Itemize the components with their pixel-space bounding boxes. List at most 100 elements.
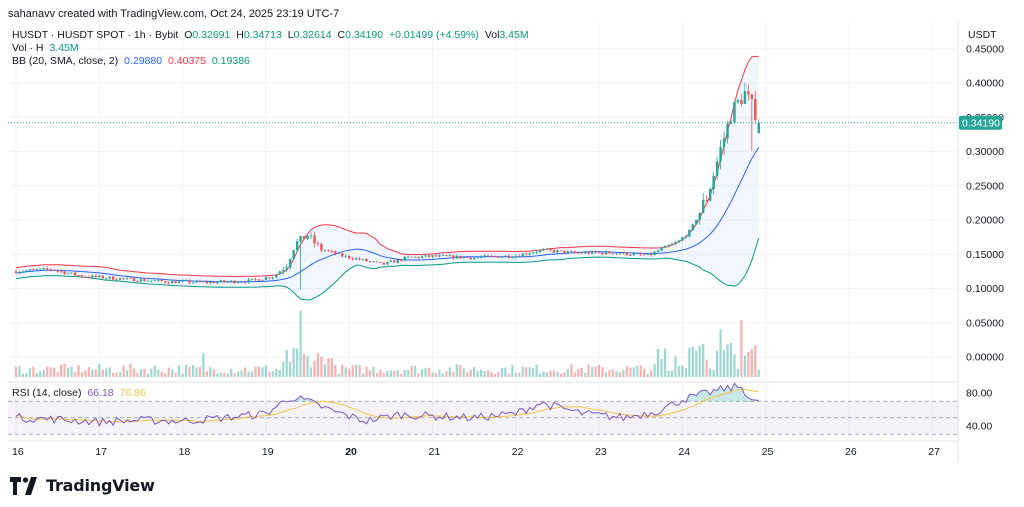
candle-body bbox=[466, 257, 469, 258]
candle-body bbox=[153, 280, 157, 282]
candle-body bbox=[660, 247, 663, 251]
candle-body bbox=[702, 199, 705, 213]
candle-body bbox=[70, 272, 73, 274]
price-tick-label: 0.20000 bbox=[966, 215, 1004, 227]
candle-body bbox=[441, 255, 445, 257]
ohlc-legend[interactable]: HUSDT · HUSDT SPOT · 1h · Bybit O0.32691… bbox=[12, 29, 529, 41]
time-tick-label: 23 bbox=[595, 446, 607, 458]
volume-bar bbox=[289, 361, 292, 377]
candle-body bbox=[570, 251, 573, 253]
candle-body bbox=[382, 262, 386, 265]
volume-bar bbox=[702, 343, 705, 377]
candle-body bbox=[157, 279, 160, 281]
volume-bar bbox=[299, 310, 302, 377]
volume-bar bbox=[518, 372, 521, 377]
rsi-legend[interactable]: RSI (14, close) 66.18 76.86 bbox=[12, 387, 146, 399]
volume-bar bbox=[709, 368, 712, 377]
volume-bar bbox=[608, 370, 611, 377]
currency-label[interactable]: USDT bbox=[968, 29, 997, 41]
volume-bar bbox=[396, 370, 399, 377]
change-value: +0.01499 (+4.59%) bbox=[388, 29, 479, 41]
candle-body bbox=[566, 251, 570, 254]
volume-bar bbox=[132, 368, 136, 377]
candle-body bbox=[413, 256, 417, 258]
rsi-overbought-fill bbox=[737, 387, 742, 402]
candle-body bbox=[122, 278, 125, 279]
candle-body bbox=[743, 91, 747, 104]
volume-bar bbox=[681, 365, 684, 377]
volume-bar bbox=[174, 372, 177, 377]
candle-body bbox=[754, 98, 757, 121]
bollinger-bands bbox=[15, 55, 760, 301]
symbol-label[interactable]: HUSDT · HUSDT SPOT · 1h · Bybit bbox=[12, 29, 179, 41]
volume-bar bbox=[87, 367, 90, 377]
volume-bar bbox=[63, 364, 66, 377]
candle-body bbox=[483, 255, 486, 257]
volume-bar bbox=[285, 350, 288, 377]
candle-body bbox=[757, 122, 760, 134]
volume-bar bbox=[684, 367, 687, 377]
rsi-pane bbox=[8, 382, 958, 435]
volume-bar bbox=[427, 367, 431, 377]
rsi-tick-label: 40.00 bbox=[966, 421, 992, 433]
volume-bar bbox=[21, 373, 25, 377]
volume-bar bbox=[84, 370, 87, 377]
volume-bar bbox=[462, 368, 465, 377]
volume-bar bbox=[268, 372, 271, 377]
volume-bar bbox=[573, 372, 576, 377]
volume-bar bbox=[382, 373, 386, 377]
volume-bar bbox=[316, 353, 320, 377]
volume-bar bbox=[532, 368, 535, 377]
candle-body bbox=[580, 252, 583, 254]
volume-bar bbox=[580, 367, 583, 377]
volume-bar bbox=[400, 373, 403, 377]
volume-bar bbox=[77, 365, 80, 377]
candle-body bbox=[125, 277, 129, 279]
candle-body bbox=[608, 251, 611, 254]
candle-body bbox=[643, 254, 646, 256]
volume-bar bbox=[570, 364, 573, 377]
volume-bar bbox=[358, 364, 361, 377]
tradingview-logo[interactable]: TradingView bbox=[10, 476, 155, 495]
candle-body bbox=[552, 250, 556, 253]
volume-bar bbox=[202, 353, 205, 377]
candle-body bbox=[632, 253, 636, 256]
candle-body bbox=[188, 280, 191, 283]
volume-bar bbox=[598, 364, 601, 377]
volume-bar bbox=[53, 367, 56, 377]
volume-bar bbox=[615, 371, 618, 377]
candle-body bbox=[282, 269, 285, 272]
volume-bar bbox=[386, 370, 389, 377]
candle-body bbox=[688, 229, 691, 237]
time-tick-label: 18 bbox=[179, 446, 191, 458]
candle-body bbox=[278, 271, 281, 275]
volume-bar bbox=[254, 366, 257, 377]
volume-bar bbox=[747, 351, 750, 377]
bb-legend[interactable]: BB (20, SMA, close, 2) 0.29880 0.40375 0… bbox=[12, 55, 250, 67]
candle-body bbox=[691, 224, 695, 230]
volume-bar bbox=[320, 356, 323, 377]
volume-bar bbox=[136, 372, 139, 377]
volume-bar bbox=[452, 372, 455, 377]
close-value: 0.34190 bbox=[345, 29, 384, 41]
volume-bar bbox=[729, 342, 733, 377]
volume-legend[interactable]: Vol · H 3.45M bbox=[12, 42, 79, 54]
volume-bar bbox=[39, 371, 42, 377]
volume-bar bbox=[368, 370, 372, 377]
candle-body bbox=[504, 255, 507, 257]
candle-body bbox=[511, 257, 514, 259]
time-tick-label: 17 bbox=[95, 446, 107, 458]
volume-bar bbox=[483, 370, 486, 377]
volume-bar bbox=[205, 371, 208, 377]
candle-body bbox=[677, 240, 681, 243]
candle-body bbox=[740, 100, 743, 104]
volume-bar bbox=[674, 356, 677, 377]
volume-bar bbox=[257, 366, 261, 377]
candle-body bbox=[594, 251, 597, 253]
volume-bar bbox=[740, 320, 743, 377]
volume-bar bbox=[223, 373, 226, 377]
price-tick-label: 0.40000 bbox=[966, 78, 1004, 90]
candle-body bbox=[49, 269, 52, 271]
volume-bar bbox=[334, 364, 337, 377]
